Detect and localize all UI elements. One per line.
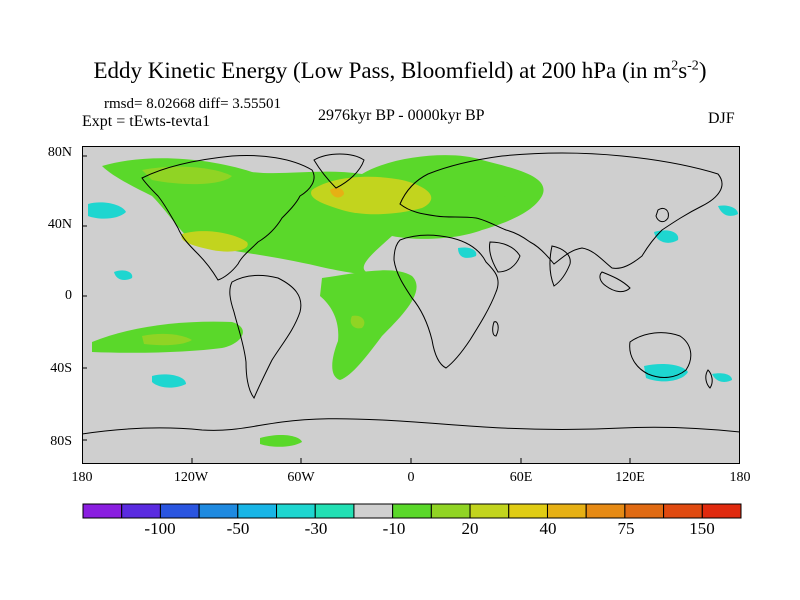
contour-australia-cyan: [644, 364, 688, 382]
contour-west-pacific-cyan: [654, 230, 679, 243]
y-label-80s: 80S: [50, 434, 72, 449]
colorbar-segment: [663, 503, 703, 519]
contour-atlantic-cyan: [458, 247, 477, 258]
coastline-australia: [629, 332, 692, 378]
x-label-180w: 180: [71, 470, 93, 485]
map-ticks: [82, 155, 631, 464]
y-label-40s: 40S: [50, 361, 72, 376]
contour-south-pacific-lime: [142, 333, 192, 346]
y-label-40n: 40N: [47, 217, 72, 232]
coastline-india: [549, 245, 571, 287]
colorbar-segment: [392, 503, 432, 519]
title-end: ): [698, 58, 707, 83]
contour-pacific-yellow: [142, 166, 232, 185]
colorbar-segment: [624, 503, 665, 519]
coastline-greenland: [313, 153, 365, 189]
period-label: 2976kyr BP - 0000kyr BP: [318, 107, 485, 124]
colorbar-segment: [198, 503, 239, 519]
contour-europe-green: [462, 171, 523, 197]
colorbar-label-minus100: -100: [144, 519, 176, 538]
coastline-se-asia: [599, 271, 631, 293]
coastline-japan: [655, 207, 669, 223]
title-sup2: -2: [687, 58, 699, 74]
contour-south-indian-cyan: [712, 373, 732, 382]
contour-south-pacific-cyan: [152, 374, 186, 388]
colorbar: [82, 503, 742, 519]
coastline-africa: [393, 234, 499, 369]
positive-anomaly-contours: [92, 155, 544, 447]
coastline-madagascar: [492, 321, 499, 337]
coastlines: [82, 152, 740, 435]
colorbar-segment: [159, 503, 200, 519]
y-label-0: 0: [65, 288, 72, 303]
contour-gulf-yellow: [181, 231, 248, 252]
coastline-south-america: [229, 274, 302, 399]
colorbar-label-40: 40: [539, 519, 557, 538]
contour-north-pacific-cyan: [88, 202, 126, 219]
season-label: DJF: [708, 110, 735, 127]
x-label-120e: 120E: [615, 470, 645, 485]
stats-label: rmsd= 8.02668 diff= 3.55501: [104, 96, 282, 112]
x-label-0: 0: [407, 470, 415, 485]
coastline-north-america: [141, 155, 315, 281]
colorbar-segment: [546, 503, 587, 519]
colorbar-label-20: 20: [461, 519, 479, 538]
y-label-80n: 80N: [47, 145, 72, 160]
colorbar-segment: [701, 503, 742, 519]
colorbar-segment: [237, 503, 278, 519]
experiment-label: Expt = tEwts-tevta1: [82, 113, 211, 130]
x-label-180e: 180: [729, 470, 751, 485]
colorbar-segment: [276, 503, 316, 519]
contour-southern-ocean: [260, 435, 302, 447]
map-panel: [82, 146, 740, 464]
negative-anomaly-contours: [88, 202, 738, 388]
colorbar-segment: [469, 503, 510, 519]
coastline-eurasia: [399, 152, 723, 269]
coastline-antarctica: [82, 418, 740, 435]
contour-pacific-cyan: [114, 270, 133, 280]
title-mid: s: [678, 58, 688, 83]
colorbar-segment: [353, 503, 394, 519]
title-main: Eddy Kinetic Energy (Low Pass, Bloomfiel…: [93, 58, 672, 83]
contour-east-cyan: [718, 205, 738, 216]
contour-mideast-green: [492, 196, 519, 210]
contour-south-atlantic: [320, 270, 417, 380]
colorbar-label-75: 75: [617, 519, 635, 538]
colorbar-segment: [585, 503, 626, 519]
contour-atlantic-yellow-small: [350, 315, 365, 329]
colorbar-segment: [314, 503, 355, 519]
coastline-arabia: [489, 241, 521, 273]
x-label-120w: 120W: [173, 470, 209, 485]
colorbar-segment: [430, 503, 471, 519]
colorbar-segment: [508, 503, 548, 519]
colorbar-segment: [82, 503, 123, 519]
plot-title: Eddy Kinetic Energy (Low Pass, Bloomfiel…: [0, 58, 800, 84]
colorbar-label-minus50: -50: [226, 519, 250, 538]
coastline-new-zealand: [705, 369, 713, 389]
colorbar-label-150: 150: [689, 519, 715, 538]
contour-atlantic-orange: [330, 187, 344, 198]
title-sup1: 2: [671, 58, 679, 74]
colorbar-label-minus10: -10: [382, 519, 406, 538]
colorbar-segment: [121, 503, 161, 519]
x-label-60e: 60E: [509, 470, 533, 485]
x-label-60w: 60W: [287, 470, 315, 485]
colorbar-label-minus30: -30: [304, 519, 328, 538]
